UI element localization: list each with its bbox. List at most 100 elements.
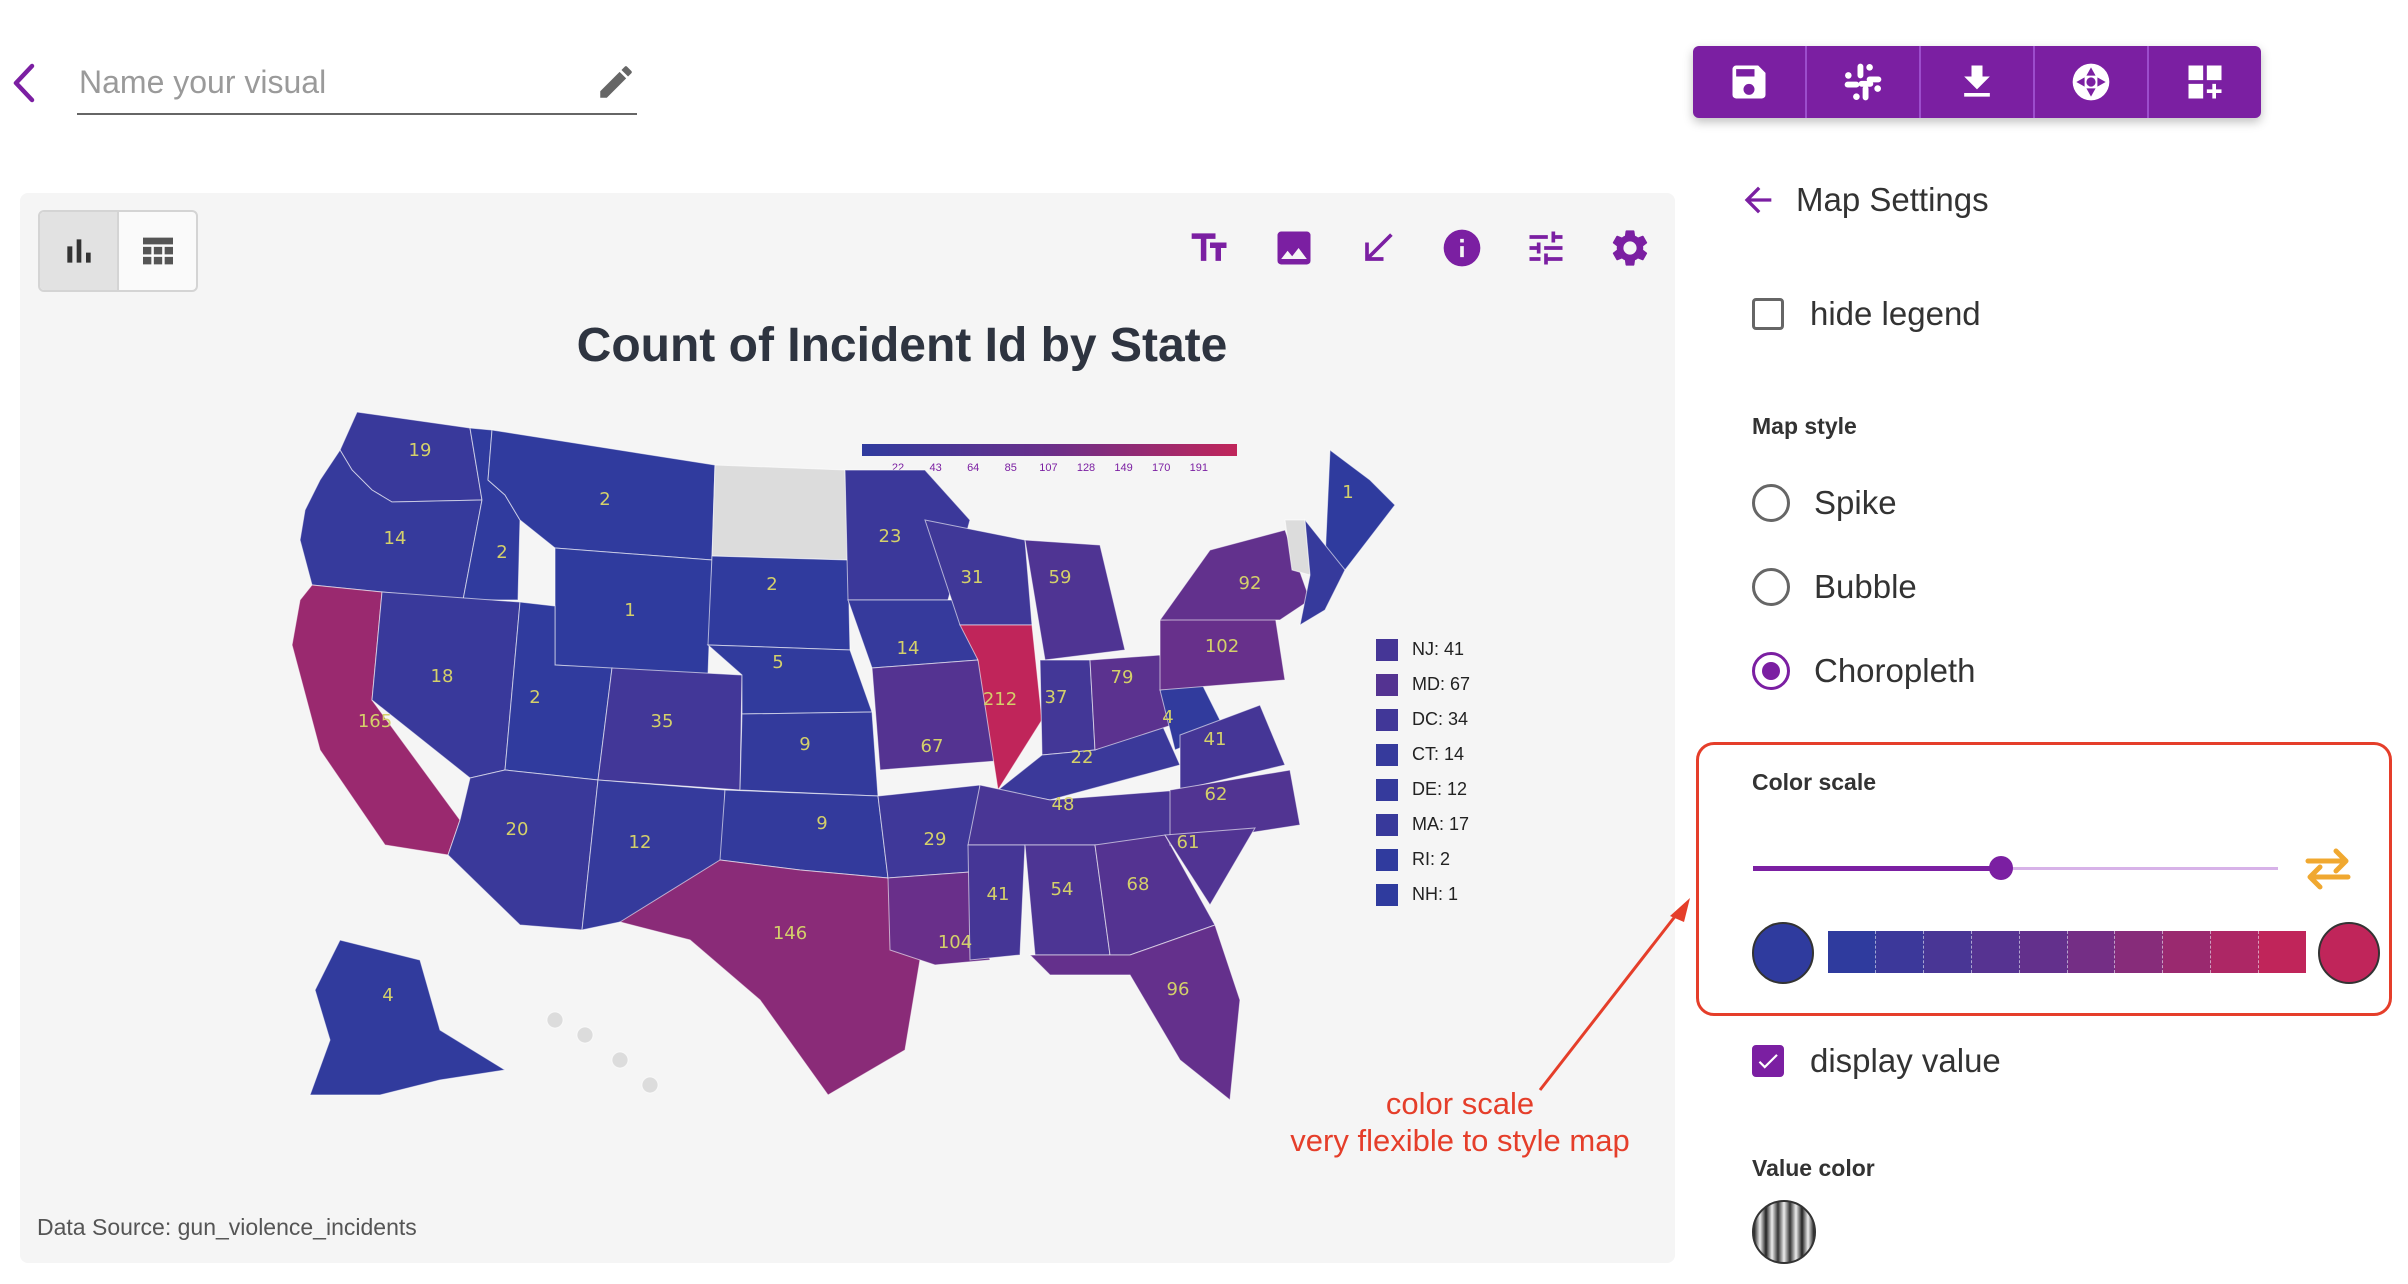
- map-style-option-bubble[interactable]: Bubble: [1752, 562, 1975, 612]
- state-sc[interactable]: [1164, 827, 1256, 906]
- legend-swatch: [1376, 883, 1398, 906]
- legend-tick-label: 191: [1189, 462, 1208, 474]
- state-ne2[interactable]: [1299, 518, 1346, 627]
- state-tx[interactable]: [618, 859, 921, 1096]
- value-color-picker[interactable]: [1752, 1200, 1816, 1264]
- settings-header[interactable]: Map Settings: [1738, 175, 1989, 225]
- resize-button[interactable]: [1353, 223, 1403, 273]
- chart-view-button[interactable]: [40, 212, 119, 290]
- slack-share-button[interactable]: [1807, 46, 1921, 118]
- state-value-label: 31: [961, 567, 984, 588]
- swap-colors-icon[interactable]: [2300, 846, 2356, 892]
- small-state-legend-item: DC: 34: [1376, 702, 1516, 737]
- snapshot-button[interactable]: [2035, 46, 2149, 118]
- gear-icon: [1612, 230, 1648, 266]
- legend-color-bar: [862, 444, 1237, 456]
- start-color-picker[interactable]: [1752, 922, 1814, 984]
- state-ms[interactable]: [967, 844, 1026, 961]
- gradient-step: [1923, 931, 1972, 973]
- legend-swatch: [1376, 638, 1398, 661]
- state-fl[interactable]: [1028, 924, 1241, 1101]
- image-button[interactable]: [1269, 223, 1319, 273]
- state-value-label: 212: [983, 689, 1017, 710]
- map-style-option-choropleth[interactable]: Choropleth: [1752, 646, 1975, 696]
- settings-button[interactable]: [1605, 223, 1655, 273]
- gradient-step: [1875, 931, 1924, 973]
- display-value-checkbox[interactable]: [1752, 1045, 1784, 1077]
- state-la[interactable]: [887, 871, 991, 966]
- hide-legend-option[interactable]: hide legend: [1752, 295, 1981, 333]
- state-value-label: 2: [766, 574, 777, 595]
- state-value-label: 62: [1205, 784, 1228, 805]
- radio-button[interactable]: [1752, 568, 1790, 606]
- small-state-legend-item: CT: 14: [1376, 737, 1516, 772]
- color-scale-slider-thumb[interactable]: [1989, 856, 2013, 880]
- radio-button[interactable]: [1752, 652, 1790, 690]
- color-scale-label: Color scale: [1752, 769, 1876, 795]
- save-button[interactable]: [1693, 46, 1807, 118]
- small-state-legend-item: RI: 2: [1376, 842, 1516, 877]
- color-scale-slider-fill: [1753, 866, 2001, 871]
- small-states-legend: NJ: 41 MD: 67 DC: 34 CT: 14 DE: 12 MA: 17 RI: …: [1376, 632, 1516, 912]
- table-view-button[interactable]: [119, 212, 196, 290]
- save-icon: [1732, 65, 1766, 99]
- legend-tick-label: 85: [1004, 462, 1017, 474]
- state-value-label: 48: [1052, 794, 1075, 815]
- state-value-label: 22: [1071, 747, 1094, 768]
- visual-name-input[interactable]: [77, 55, 581, 109]
- small-state-legend-item: MD: 67: [1376, 667, 1516, 702]
- download-button[interactable]: [1921, 46, 2035, 118]
- color-scale-highlight: [1696, 742, 2392, 1016]
- state-value-label: 37: [1045, 687, 1068, 708]
- add-to-dashboard-button[interactable]: [2149, 46, 2261, 118]
- small-state-label: NH: 1: [1412, 884, 1459, 904]
- annotation-line-2: very flexible to style map: [1290, 1123, 1630, 1158]
- chevron-left-icon: [13, 63, 35, 103]
- legend-swatch: [1376, 743, 1398, 766]
- state-value-label: 5: [772, 652, 783, 673]
- state-me[interactable]: [1324, 449, 1396, 571]
- slack-icon: [1844, 63, 1882, 101]
- state-hi[interactable]: [641, 1076, 659, 1094]
- end-color-picker[interactable]: [2318, 922, 2380, 984]
- hide-legend-checkbox[interactable]: [1752, 298, 1784, 330]
- state-az[interactable]: [447, 769, 599, 931]
- color-scale-slider-track[interactable]: [1753, 867, 2278, 870]
- radio-button[interactable]: [1752, 484, 1790, 522]
- back-button[interactable]: [10, 58, 40, 108]
- action-toolbar: [1693, 46, 2261, 118]
- state-hi[interactable]: [611, 1051, 629, 1069]
- legend-swatch: [1376, 813, 1398, 836]
- state-value-label: 23: [879, 526, 902, 547]
- text-size-button[interactable]: [1185, 223, 1235, 273]
- map-style-option-spike[interactable]: Spike: [1752, 478, 1975, 528]
- state-il[interactable]: [959, 624, 1043, 792]
- state-ak[interactable]: [309, 939, 507, 1096]
- small-state-label: NJ: 41: [1412, 639, 1465, 659]
- gradient-step: [2211, 931, 2260, 973]
- state-hi[interactable]: [576, 1026, 594, 1044]
- state-hi[interactable]: [546, 1011, 564, 1029]
- state-nd[interactable]: [711, 464, 849, 561]
- state-value-label: 2: [599, 489, 610, 510]
- small-state-legend-item: MA: 17: [1376, 807, 1516, 842]
- state-value-label: 14: [897, 638, 920, 659]
- map-style-label: Choropleth: [1814, 652, 1976, 689]
- add-dashboard-icon: [2188, 65, 2222, 99]
- state-value-label: 19: [409, 440, 432, 461]
- state-nc[interactable]: [1169, 769, 1301, 846]
- state-value-label: 2: [529, 687, 540, 708]
- adjust-button[interactable]: [1521, 223, 1571, 273]
- legend-ticks: 22 43 64 85 107 128 149 170 191: [862, 462, 1237, 480]
- state-mi[interactable]: [1024, 539, 1126, 661]
- state-va[interactable]: [1179, 704, 1286, 791]
- display-value-option[interactable]: display value: [1752, 1042, 2001, 1080]
- checkmark-icon: [1758, 1054, 1778, 1069]
- state-sd[interactable]: [707, 555, 851, 651]
- visual-name-field[interactable]: [77, 55, 637, 115]
- info-button[interactable]: [1437, 223, 1487, 273]
- state-ny[interactable]: [1159, 529, 1311, 621]
- data-source-label: Data Source: gun_violence_incidents: [37, 1214, 417, 1240]
- state-value-label: 9: [799, 734, 810, 755]
- pencil-icon[interactable]: [595, 61, 637, 103]
